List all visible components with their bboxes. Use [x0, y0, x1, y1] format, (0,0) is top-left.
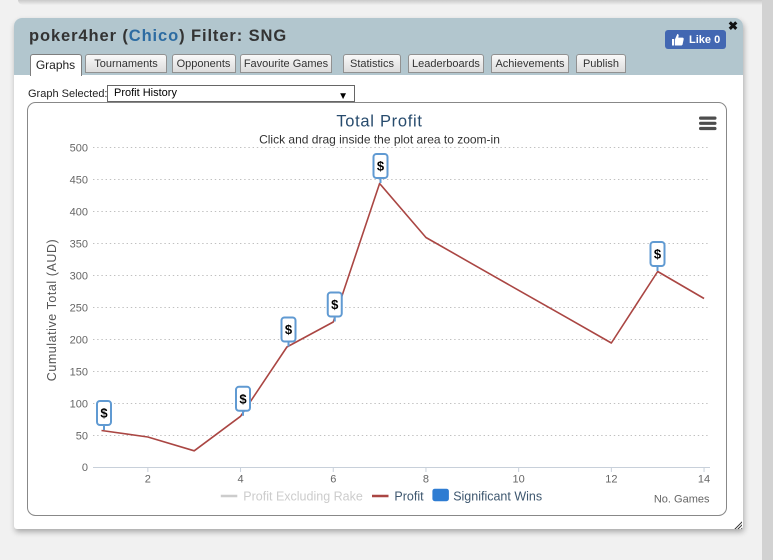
svg-text:$: $: [100, 406, 108, 421]
svg-text:150: 150: [70, 367, 88, 379]
svg-text:Significant Wins: Significant Wins: [453, 490, 542, 504]
svg-text:500: 500: [70, 143, 88, 155]
svg-text:10: 10: [513, 474, 525, 486]
svg-text:200: 200: [70, 335, 88, 347]
svg-text:6: 6: [330, 474, 336, 486]
svg-text:$: $: [285, 322, 293, 337]
svg-text:350: 350: [70, 239, 88, 251]
svg-text:12: 12: [605, 474, 617, 486]
svg-text:400: 400: [70, 207, 88, 219]
svg-text:100: 100: [70, 399, 88, 411]
svg-text:2: 2: [145, 474, 151, 486]
svg-text:0: 0: [82, 462, 88, 474]
svg-text:4: 4: [237, 474, 243, 486]
svg-text:No. Games: No. Games: [654, 494, 710, 506]
svg-text:Cumulative Total (AUD): Cumulative Total (AUD): [45, 239, 59, 381]
svg-text:Total Profit: Total Profit: [336, 113, 422, 131]
svg-text:Click and drag inside the plot: Click and drag inside the plot area to z…: [259, 132, 500, 146]
svg-text:300: 300: [70, 271, 88, 283]
svg-text:$: $: [239, 391, 247, 406]
svg-text:$: $: [377, 159, 385, 174]
svg-text:50: 50: [76, 431, 88, 443]
svg-text:14: 14: [698, 474, 710, 486]
svg-text:$: $: [654, 247, 662, 262]
svg-text:Profit: Profit: [394, 490, 424, 504]
svg-text:8: 8: [423, 474, 429, 486]
svg-text:Profit Excluding Rake: Profit Excluding Rake: [243, 490, 363, 504]
svg-text:450: 450: [70, 175, 88, 187]
svg-text:$: $: [331, 297, 339, 312]
svg-text:250: 250: [70, 303, 88, 315]
